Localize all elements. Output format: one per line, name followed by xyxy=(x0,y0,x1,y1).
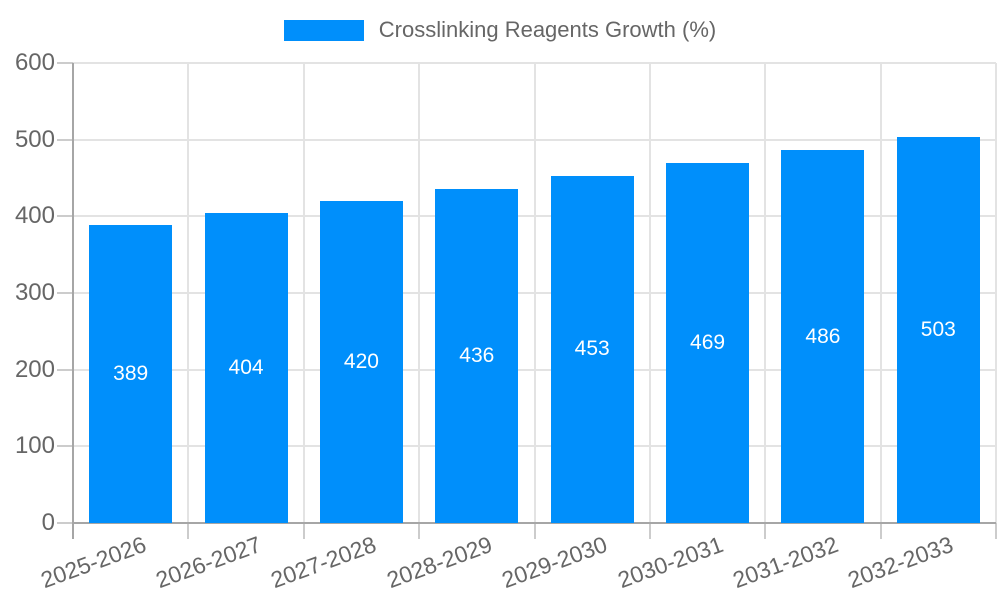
y-axis-label: 100 xyxy=(14,432,55,460)
bar-value-label: 420 xyxy=(343,350,379,373)
x-axis-tick xyxy=(302,523,305,539)
bar[interactable] xyxy=(89,224,173,523)
y-axis-tick xyxy=(57,368,73,371)
x-axis-tick xyxy=(879,523,882,539)
y-axis-tick xyxy=(57,215,73,218)
bar[interactable] xyxy=(896,137,980,523)
x-gridline xyxy=(764,63,767,523)
x-gridline xyxy=(533,63,536,523)
y-axis-tick xyxy=(57,445,73,448)
bar[interactable] xyxy=(550,175,634,523)
y-axis-label: 0 xyxy=(41,509,55,536)
x-axis-tick xyxy=(533,523,536,539)
x-axis-line xyxy=(73,522,996,524)
y-axis-tick xyxy=(57,138,73,141)
x-axis-tick xyxy=(995,523,997,539)
bar[interactable] xyxy=(666,163,750,523)
y-axis-label: 200 xyxy=(14,355,55,383)
bar[interactable] xyxy=(319,201,403,523)
bar[interactable] xyxy=(435,188,519,523)
y-axis-label: 500 xyxy=(14,125,55,153)
bar-value-label: 436 xyxy=(459,343,495,367)
y-axis-label: 300 xyxy=(14,279,55,306)
bar-value-label: 503 xyxy=(920,318,956,342)
bar-value-label: 453 xyxy=(574,337,610,361)
bar[interactable] xyxy=(204,213,288,523)
y-axis-line xyxy=(72,63,74,539)
bar[interactable] xyxy=(781,150,865,523)
bar-value-label: 404 xyxy=(228,356,264,380)
x-gridline xyxy=(879,63,882,523)
chart-legend[interactable]: Crosslinking Reagents Growth (%) xyxy=(0,17,1000,43)
x-gridline xyxy=(995,63,997,523)
x-gridline xyxy=(187,63,190,523)
y-axis-tick xyxy=(57,522,73,524)
x-axis-tick xyxy=(648,523,651,539)
x-gridline xyxy=(418,63,421,523)
bar-value-label: 469 xyxy=(690,331,726,355)
y-axis-tick xyxy=(57,292,73,294)
legend-swatch-icon xyxy=(283,19,364,41)
x-axis-tick xyxy=(418,523,421,539)
bar-value-label: 389 xyxy=(113,361,149,385)
legend-label: Crosslinking Reagents Growth (%) xyxy=(378,17,717,42)
bar-value-label: 486 xyxy=(805,324,841,348)
y-axis-label: 600 xyxy=(14,49,55,76)
x-gridline xyxy=(302,63,305,523)
x-axis-tick xyxy=(187,523,190,539)
y-axis-label: 400 xyxy=(14,202,55,230)
x-gridline xyxy=(648,63,651,523)
y-axis-tick xyxy=(57,62,73,64)
x-axis-tick xyxy=(764,523,767,539)
